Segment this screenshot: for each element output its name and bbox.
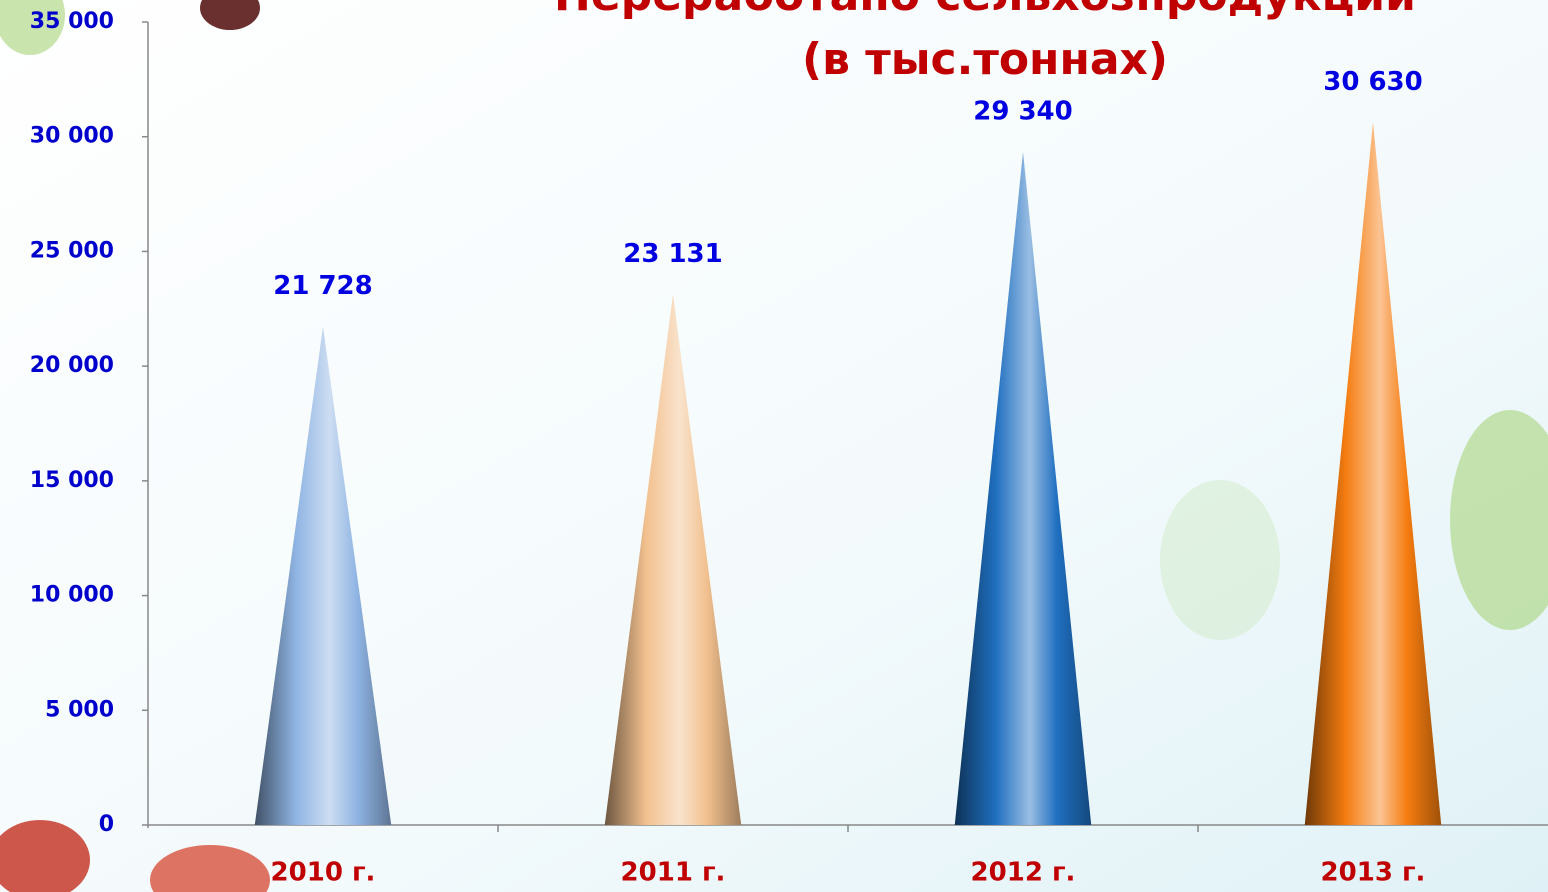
y-tick-label: 10 000: [30, 583, 114, 608]
value-label: 23 131: [623, 239, 723, 269]
value-label: 29 340: [973, 96, 1073, 126]
x-tick-label: 2013 г.: [1321, 858, 1426, 888]
y-tick-label: 20 000: [30, 353, 114, 378]
y-tick-label: 35 000: [30, 9, 114, 34]
x-tick-label: 2012 г.: [971, 858, 1076, 888]
x-tick-label: 2011 г.: [621, 858, 726, 888]
chart-title: Переработано сельхозпродукции: [554, 0, 1416, 21]
y-tick-label: 5 000: [45, 697, 114, 722]
y-tick-label: 30 000: [30, 124, 114, 149]
y-tick-label: 25 000: [30, 238, 114, 263]
leaf: [1160, 480, 1280, 640]
chart: Переработано сельхозпродукции (в тыс.тон…: [0, 0, 1548, 892]
chart-subtitle: (в тыс.тоннах): [802, 34, 1168, 85]
x-tick-label: 2010 г.: [271, 858, 376, 888]
y-tick-label: 15 000: [30, 468, 114, 493]
y-tick-label: 0: [99, 812, 114, 837]
value-label: 30 630: [1323, 67, 1423, 97]
value-label: 21 728: [273, 271, 373, 301]
